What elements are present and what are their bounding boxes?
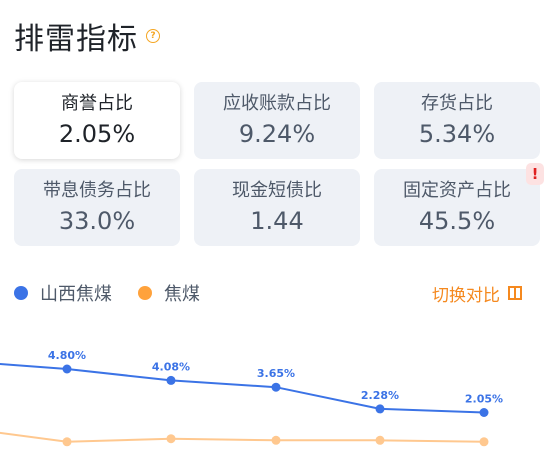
data-label: 3.65%: [257, 367, 295, 380]
data-point[interactable]: [271, 435, 281, 445]
compare-label: 切换对比: [432, 285, 500, 306]
legend-dot-blue: [14, 286, 28, 300]
metric-value: 9.24%: [238, 119, 316, 148]
line-chart: 4.80% 4.08% 3.65% 2.28% 2.05%: [0, 350, 503, 447]
metric-card-inventory[interactable]: 存货占比 5.34%: [374, 82, 540, 159]
help-icon[interactable]: ?: [146, 29, 160, 43]
metric-card-receivables[interactable]: 应收账款占比 9.24%: [194, 82, 360, 159]
legend-dot-orange: [138, 286, 152, 300]
metric-label: 应收账款占比: [223, 92, 331, 114]
data-label: 2.05%: [465, 393, 503, 406]
page-title: 排雷指标: [14, 22, 138, 57]
data-point[interactable]: [62, 437, 72, 447]
data-point[interactable]: [479, 408, 489, 417]
data-label: 2.28%: [361, 389, 399, 402]
series-line-0: [0, 363, 485, 414]
metric-label: 固定资产占比: [403, 179, 511, 201]
data-label: 4.08%: [152, 360, 190, 373]
metric-value: 5.34%: [418, 119, 496, 148]
data-point[interactable]: [375, 404, 385, 414]
swap-icon: [508, 286, 522, 300]
metric-card-interest-debt[interactable]: 带息债务占比 33.0%: [14, 169, 180, 246]
metric-value: 45.5%: [418, 206, 496, 235]
legend-label: 山西焦煤: [40, 284, 112, 305]
metrics-grid: 商誉占比 2.05% 应收账款占比 9.24% 存货占比 5.34% 带息债务占…: [14, 82, 544, 246]
alert-badge: !: [526, 163, 544, 185]
legend-label: 焦煤: [164, 284, 200, 305]
data-point[interactable]: [271, 382, 281, 392]
metric-value: 2.05%: [58, 119, 136, 148]
series-line-1: [0, 431, 485, 443]
data-point[interactable]: [166, 375, 176, 385]
metric-card-fixed-assets[interactable]: ! 固定资产占比 45.5%: [374, 163, 544, 246]
legend-item-company[interactable]: 山西焦煤: [14, 280, 112, 306]
metric-label: 现金短债比: [232, 179, 322, 201]
data-point[interactable]: [479, 437, 489, 447]
legend-row: 山西焦煤 焦煤 切换对比: [14, 280, 524, 306]
metric-card-cash-short-debt[interactable]: 现金短债比 1.44: [194, 169, 360, 246]
data-point[interactable]: [62, 364, 72, 374]
data-point[interactable]: [166, 434, 176, 444]
legend-item-industry[interactable]: 焦煤: [138, 280, 200, 306]
metric-card-goodwill[interactable]: 商誉占比 2.05%: [14, 82, 180, 159]
compare-toggle-button[interactable]: 切换对比: [432, 281, 524, 306]
data-label: 4.80%: [48, 350, 86, 362]
data-point[interactable]: [375, 435, 385, 445]
title-row: 排雷指标 ?: [14, 14, 160, 58]
metric-label: 存货占比: [421, 92, 493, 114]
metric-value: 1.44: [250, 206, 304, 235]
metric-label: 带息债务占比: [43, 179, 151, 201]
metric-value: 33.0%: [58, 206, 136, 235]
metric-label: 商誉占比: [61, 92, 133, 114]
